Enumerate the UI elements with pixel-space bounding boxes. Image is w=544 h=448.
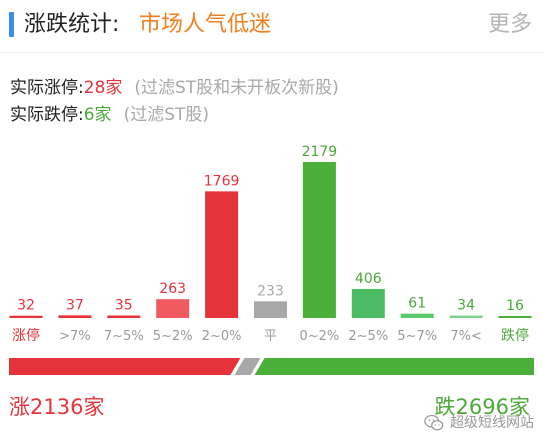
category-label: 平 [264,329,277,344]
bar-value-label: 37 [66,297,84,313]
limit-down-label: 实际跌停: [10,105,84,125]
total-up: 涨2136家 [9,395,105,419]
category-label: 5~7% [397,329,437,344]
category-label: 涨停 [12,327,40,344]
up-down-ratio-bar [9,358,535,375]
category-label: 2~5% [348,329,388,344]
bar-2 [107,315,141,318]
category-label: 7~5% [104,329,144,344]
wechat-icon [424,414,444,431]
bar-4 [205,191,239,318]
bar-value-label: 406 [355,271,382,287]
ratio-segment-down [254,358,535,375]
bar-value-label: 16 [506,298,524,314]
ratio-segment-flat [234,358,261,375]
section-title: 涨跌统计: [24,12,120,37]
category-label: 0~2% [300,329,340,344]
bar-3 [156,299,190,318]
market-mood: 市场人气低迷 [139,12,272,37]
bar-6 [302,162,336,318]
limit-down-line: 实际跌停:6家 (过滤ST股) [10,104,209,126]
category-label: 2~0% [202,329,242,344]
watermark: 超级短线网站 [423,412,534,434]
header: 涨跌统计: 市场人气低迷 更多 [0,0,544,52]
ratio-segment-up [9,358,241,375]
bar-1 [58,315,92,318]
category-label: 7%< [450,329,482,344]
limit-up-value: 28家 [83,78,123,98]
more-link[interactable]: 更多 [487,12,532,37]
bar-0 [9,315,43,318]
bar-8 [400,313,434,318]
limit-up-line: 实际涨停:28家 (过滤ST股和未开板次新股) [10,77,339,99]
header-divider [0,52,544,53]
bar-5 [254,301,287,318]
bar-value-label: 233 [257,283,284,299]
bar-value-label: 61 [408,296,426,312]
category-label: >7% [59,329,91,344]
bar-9 [449,315,483,318]
category-label: 跌停 [501,327,529,344]
bar-10 [498,316,532,318]
limit-down-value: 6家 [83,105,112,125]
bar-value-label: 263 [159,281,186,297]
bar-value-label: 32 [17,298,35,314]
limit-up-note: (过滤ST股和未开板次新股) [134,78,339,98]
accent-bar [9,12,14,37]
distribution-chart: 32 涨停 37 >7% 35 7~5% 263 5~2% 1769 2~0% 233 平 2179 0~… [9,144,532,344]
bar-value-label: 34 [457,298,475,314]
bar-value-label: 35 [115,297,133,313]
category-label: 5~2% [153,329,193,344]
watermark-text: 超级短线网站 [450,415,534,431]
bar-value-label: 2179 [302,144,338,160]
limit-down-note: (过滤ST股) [123,105,210,125]
total-down: 跌2696家 [434,395,530,419]
limit-up-label: 实际涨停: [10,78,84,98]
bar-value-label: 1769 [204,173,240,189]
bar-7 [351,288,385,318]
